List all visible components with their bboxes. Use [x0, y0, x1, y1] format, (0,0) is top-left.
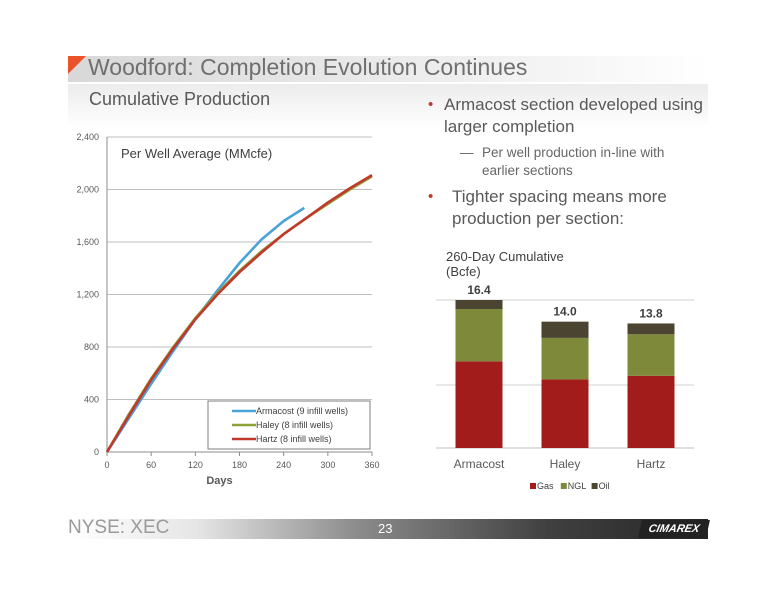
y-tick-label: 2,400 — [76, 132, 99, 142]
legend-label: NGL — [568, 481, 587, 491]
bar-total-label: 16.4 — [467, 283, 491, 297]
x-tick-label: 300 — [320, 460, 335, 470]
bullet-text: Tighter spacing means more production pe… — [452, 187, 667, 228]
legend-swatch — [530, 483, 536, 489]
y-tick-label: 800 — [84, 342, 99, 352]
bar-segment-gas — [541, 379, 589, 448]
x-axis-title: Days — [206, 475, 232, 487]
y-tick-label: 1,200 — [76, 290, 99, 300]
sub-bullet-marker: — — [460, 145, 474, 160]
legend-label: Hartz (8 infill wells) — [256, 434, 332, 444]
bullet-armacost: • Armacost section developed using large… — [428, 94, 708, 138]
bar-segment-ngl — [627, 334, 675, 376]
subtitle-band — [68, 84, 708, 128]
bar-segment-oil — [541, 321, 589, 338]
x-tick-label: 180 — [232, 460, 247, 470]
category-label: Hartz — [637, 457, 666, 471]
footer-bar — [68, 519, 708, 539]
bullet-text: Armacost section developed using larger … — [444, 95, 703, 136]
series-line-hartz — [105, 173, 373, 453]
bar-total-label: 13.8 — [639, 306, 663, 320]
bar-segment-oil — [455, 300, 503, 310]
bar-segment-ngl — [455, 309, 503, 362]
chart-title: 260-Day Cumulative — [446, 249, 564, 264]
legend-swatch — [560, 483, 567, 489]
bar-total-label: 14.0 — [553, 305, 577, 319]
bar-segment-ngl — [541, 337, 589, 380]
legend-label: Gas — [537, 481, 554, 491]
bullet-spacing: • Tighter spacing means more production … — [428, 186, 708, 230]
y-tick-label: 2,000 — [76, 185, 99, 195]
bullet-marker: • — [428, 96, 434, 113]
category-label: Armacost — [454, 457, 505, 471]
legend-label: Oil — [599, 481, 610, 491]
sub-bullet-inline: — Per well production in-line with earli… — [460, 144, 700, 180]
legend-swatch — [591, 483, 598, 489]
bar-segment-gas — [455, 361, 503, 448]
x-tick-label: 120 — [188, 460, 203, 470]
chart-title: Per Well Average (MMcfe) — [121, 146, 272, 161]
x-tick-label: 360 — [364, 460, 379, 470]
y-tick-label: 1,600 — [76, 237, 99, 247]
x-tick-label: 60 — [146, 460, 156, 470]
legend-label: Armacost (9 infill wells) — [256, 406, 348, 416]
company-logo: CIMAREX — [638, 520, 710, 538]
page-number: 23 — [378, 521, 393, 536]
bullet-marker: • — [428, 188, 434, 205]
y-tick-label: 400 — [84, 395, 99, 405]
bar-segment-oil — [627, 323, 675, 335]
chart-title-unit: (Bcfe) — [446, 264, 481, 279]
title-bar — [68, 56, 708, 82]
sub-bullet-text: Per well production in-line with earlier… — [482, 145, 665, 178]
bar-segment-gas — [627, 375, 675, 448]
ticker-label: NYSE: XEC — [68, 517, 170, 538]
chart-subtitle: Cumulative Production — [89, 89, 271, 109]
slide-title: Woodford: Completion Evolution Continues — [88, 54, 528, 80]
x-tick-label: 240 — [276, 460, 291, 470]
legend-label: Haley (8 infill wells) — [256, 420, 333, 430]
title-accent — [68, 56, 86, 74]
y-tick-label: 0 — [94, 447, 99, 457]
category-label: Haley — [550, 457, 581, 471]
x-tick-label: 0 — [104, 460, 109, 470]
